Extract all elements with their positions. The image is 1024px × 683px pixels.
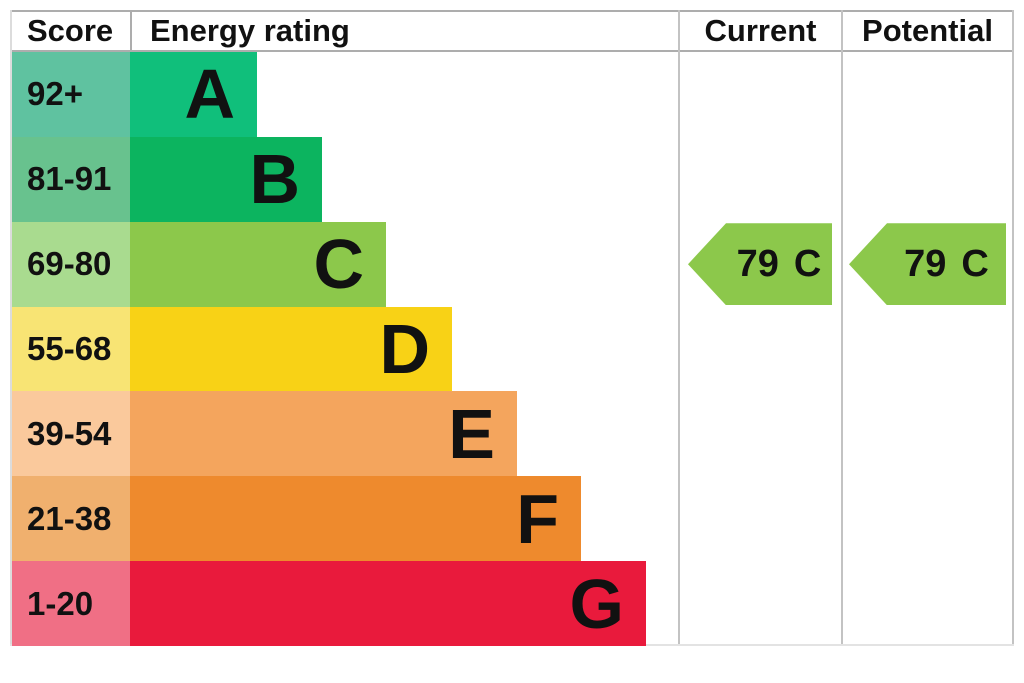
band-letter: C	[313, 225, 364, 304]
rating-arrows: 79 C 79 C	[678, 52, 1014, 646]
score-range-label: 69-80	[12, 221, 130, 307]
band-bar-a: A	[130, 52, 257, 137]
score-range-label: 55-68	[12, 306, 130, 392]
band-letter: F	[516, 479, 559, 558]
potential-rating-arrow: 79 C	[849, 223, 1006, 306]
band-letter: B	[249, 140, 300, 219]
potential-column-divider	[841, 10, 843, 646]
current-rating-arrow: 79 C	[688, 223, 832, 306]
potential-rating-value: 79	[904, 242, 947, 285]
band-letter: G	[569, 564, 624, 643]
band-letter: A	[184, 55, 235, 134]
epc-table: Score Energy rating Current Potential 92…	[10, 10, 1014, 647]
band-bar-b: B	[130, 136, 322, 222]
header-potential: Potential	[862, 13, 993, 48]
band-bar-c: C	[130, 221, 386, 307]
band-row-b: 81-91 B	[12, 136, 678, 222]
band-row-a: 92+ A	[12, 52, 678, 137]
band-row-g: 1-20 G	[12, 561, 678, 647]
table-left-border	[10, 10, 12, 646]
band-bar-e: E	[130, 391, 517, 477]
band-letter: D	[379, 310, 430, 388]
header-score: Score	[27, 13, 114, 48]
current-rating-value: 79	[736, 242, 779, 285]
band-bar-f: F	[130, 476, 581, 562]
band-rows: 92+ A 81-91 B 69-80 C 55-68 D 39-54 E 21…	[12, 52, 678, 647]
band-bar-g: G	[130, 561, 646, 647]
band-row-c: 69-80 C	[12, 221, 678, 307]
current-column-divider	[678, 10, 680, 646]
score-range-label: 39-54	[12, 391, 130, 477]
header-energy-rating: Energy rating	[150, 13, 350, 48]
table-right-border	[1012, 10, 1014, 646]
band-row-d: 55-68 D	[12, 306, 678, 392]
header-current: Current	[704, 13, 817, 48]
score-column-divider	[130, 10, 132, 52]
potential-rating-band: C	[961, 242, 989, 285]
table-top-border	[10, 10, 1014, 12]
score-range-label: 1-20	[12, 561, 130, 647]
current-rating-band: C	[793, 242, 822, 285]
score-range-label: 21-38	[12, 476, 130, 562]
band-letter: E	[448, 394, 495, 473]
band-row-f: 21-38 F	[12, 476, 678, 562]
band-bar-d: D	[130, 306, 452, 392]
score-range-label: 92+	[12, 52, 130, 137]
band-row-e: 39-54 E	[12, 391, 678, 477]
header-bottom-border	[10, 50, 1014, 52]
score-range-label: 81-91	[12, 136, 130, 222]
